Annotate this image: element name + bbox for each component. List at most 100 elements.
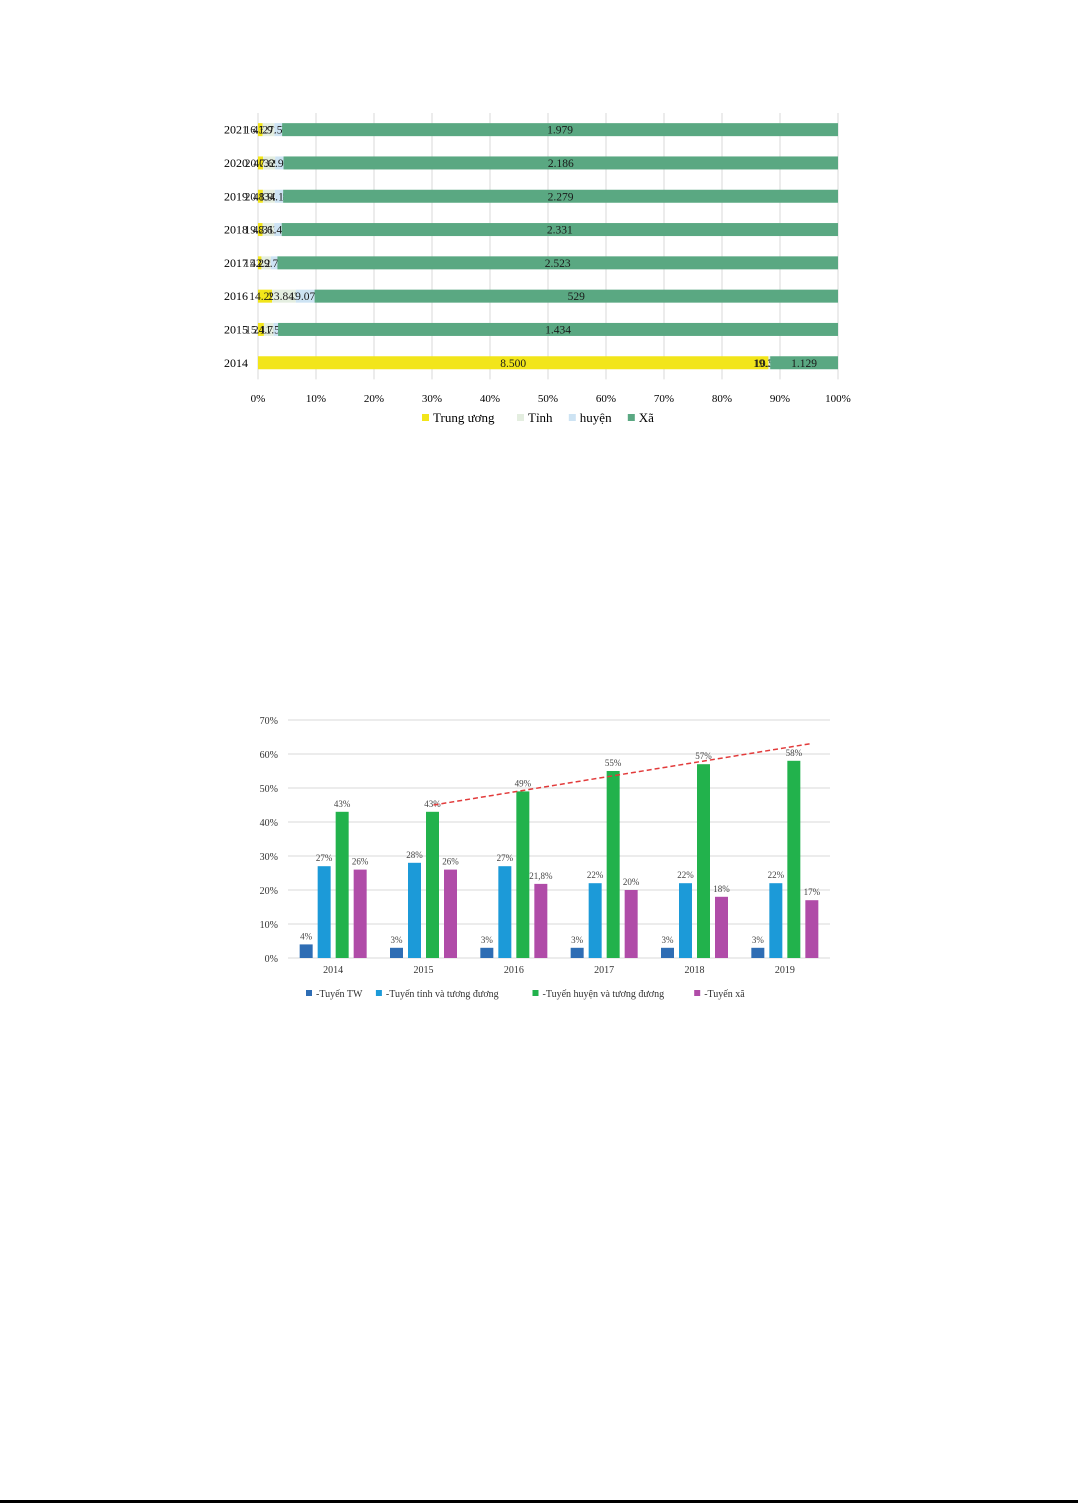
bar	[408, 862, 421, 958]
x-tick-label: 2016	[504, 965, 524, 976]
x-tick-label: 70%	[654, 393, 674, 405]
data-label: 3%	[391, 935, 404, 945]
legend-swatch	[568, 414, 576, 421]
y-tick-label: 60%	[260, 750, 278, 761]
legend-swatch	[694, 990, 701, 996]
data-label: 26%	[352, 857, 369, 867]
y-tick-label: 30%	[260, 852, 278, 863]
bar	[444, 869, 457, 958]
bar-segment	[263, 156, 276, 170]
bar-segment	[258, 223, 263, 237]
x-tick-label: 80%	[712, 393, 732, 405]
x-tick-label: 20%	[364, 393, 384, 405]
bar-segment	[274, 223, 282, 237]
y-tick-label: 10%	[260, 920, 278, 931]
data-label: 43%	[334, 799, 351, 809]
bar	[588, 883, 602, 958]
x-tick-label: 100%	[825, 393, 851, 405]
data-label: 2.331	[547, 225, 573, 237]
legend-label: Tỉnh	[528, 410, 553, 425]
data-label: 21,8%	[529, 871, 553, 881]
bar-segment	[275, 156, 284, 170]
x-tick-label: 2019	[775, 965, 795, 976]
bar-segment	[258, 322, 264, 336]
bar-segment	[270, 256, 278, 270]
bar-segment	[768, 356, 770, 370]
data-label: 3%	[662, 935, 675, 945]
data-label: 23.843	[268, 291, 300, 303]
data-label: 1.979	[547, 125, 573, 137]
data-label: 3%	[481, 935, 494, 945]
y-tick-label: 2020	[224, 156, 248, 170]
data-label: 55%	[605, 758, 622, 768]
trendline	[433, 743, 810, 806]
bar	[805, 900, 819, 958]
x-tick-label: 40%	[480, 393, 500, 405]
bar	[769, 883, 783, 958]
x-tick-label: 60%	[596, 393, 616, 405]
bar-segment	[272, 289, 296, 303]
data-label: 18%	[713, 884, 730, 894]
y-tick-label: 2019	[224, 189, 248, 203]
data-label: 20%	[623, 877, 640, 887]
bar-segment	[770, 356, 838, 370]
data-label: 2.279	[548, 191, 574, 203]
bar	[353, 869, 367, 958]
data-label: 1.434	[545, 324, 571, 336]
bar	[390, 947, 403, 958]
bar-segment	[263, 322, 274, 336]
bar	[480, 947, 494, 958]
stacked-bar-chart-svg: 0% 10% 20% 30% 40% 50% 60% 70% 80% 90% 100% 202116.…	[224, 113, 851, 425]
bar	[570, 947, 584, 958]
y-tick-label: 0%	[265, 954, 278, 965]
data-label: 58%	[786, 748, 803, 758]
x-tick-label: 30%	[422, 393, 442, 405]
data-label: 22%	[768, 870, 785, 880]
bar	[661, 947, 674, 958]
data-label: 22%	[587, 870, 604, 880]
data-label: 27%	[497, 853, 514, 863]
data-label: 4%	[300, 931, 313, 941]
clustered-bar-chart-svg: 0% 10% 20% 30% 40% 50% 60% 70% 2014 4% 27% 43% 26% 20…	[260, 716, 830, 1000]
legend-label: Xã	[639, 410, 654, 425]
data-label: 27.523	[262, 125, 294, 137]
bar-segment	[258, 123, 263, 137]
legend-swatch	[422, 414, 429, 421]
legend-swatch	[532, 990, 539, 996]
legend-swatch	[306, 990, 312, 996]
x-tick-label: 2015	[414, 965, 434, 976]
bar	[335, 811, 349, 958]
data-label: 17%	[804, 887, 821, 897]
x-tick-label: 0%	[251, 393, 266, 405]
bar-segment	[262, 223, 275, 237]
data-label: 3%	[571, 935, 584, 945]
legend-label: -Tuyến tỉnh và tương đương	[386, 989, 499, 1000]
data-label: 27%	[316, 853, 333, 863]
legend-swatch	[375, 990, 382, 996]
legend-swatch	[517, 414, 524, 421]
x-tick-label: 2014	[323, 965, 343, 976]
data-label: 28%	[406, 850, 423, 860]
x-tick-label: 50%	[538, 393, 558, 405]
data-label: 8.500	[500, 358, 526, 370]
x-tick-label: 2018	[685, 965, 705, 976]
bar-segment	[258, 356, 769, 370]
bar	[498, 866, 512, 958]
data-label: 2.523	[545, 258, 571, 270]
legend-label: Trung ương	[433, 410, 495, 425]
data-label: 19.071	[289, 291, 321, 303]
bar	[751, 947, 765, 958]
legend-swatch	[627, 414, 635, 421]
bar	[317, 866, 331, 958]
page-bottom-rule	[0, 1500, 1078, 1503]
data-label: 3%	[752, 935, 765, 945]
bar	[624, 890, 638, 958]
y-tick-label: 2015	[224, 322, 248, 336]
x-tick-label: 2017	[594, 965, 614, 976]
data-label: 16.351	[244, 125, 276, 137]
clustered-bar-chart: 0% 10% 20% 30% 40% 50% 60% 70% 2014 4% 27% 43% 26% 20…	[240, 705, 850, 1015]
bar-segment	[283, 156, 838, 170]
y-tick-label: 20%	[260, 886, 278, 897]
legend-label: -Tuyến huyện và tương đương	[543, 989, 665, 1000]
bar-segment	[274, 189, 284, 203]
